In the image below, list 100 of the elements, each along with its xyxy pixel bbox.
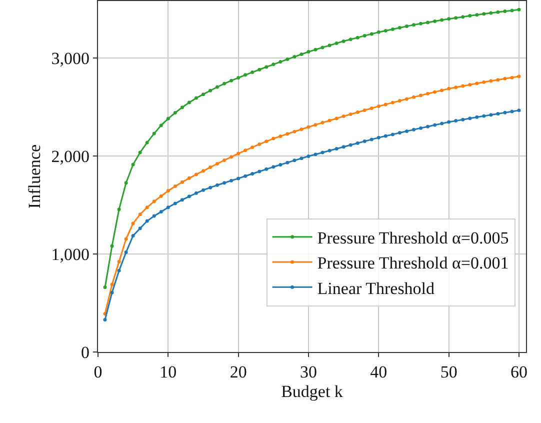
point [187, 100, 191, 104]
point [461, 15, 465, 19]
x-tick-label: 30 [300, 362, 317, 382]
point [306, 154, 310, 158]
point [292, 55, 296, 59]
point [356, 141, 360, 145]
point [187, 176, 191, 180]
point [300, 156, 304, 160]
point [236, 176, 240, 180]
y-tick-label: 0 [81, 342, 90, 362]
point [370, 32, 374, 36]
point [272, 165, 276, 169]
point [398, 99, 402, 103]
point [272, 136, 276, 140]
point [510, 110, 514, 114]
point [482, 12, 486, 16]
point [328, 118, 332, 122]
y-tick-label: 1,000 [51, 244, 90, 264]
point [173, 184, 177, 188]
x-tick-label: 50 [440, 362, 458, 382]
point [230, 78, 234, 82]
point [173, 202, 177, 206]
point [412, 95, 416, 99]
point [454, 16, 458, 20]
point [286, 160, 290, 164]
point [180, 198, 184, 202]
point [117, 268, 121, 272]
point [131, 234, 135, 238]
point [461, 118, 465, 122]
point [320, 150, 324, 154]
point [433, 19, 437, 23]
point [475, 13, 479, 17]
point [244, 73, 248, 77]
point [131, 222, 135, 226]
point [517, 74, 521, 78]
point [166, 116, 170, 120]
point [384, 28, 388, 32]
point [152, 200, 156, 204]
point [342, 114, 346, 118]
point [356, 110, 360, 114]
y-axis-title: Influence [24, 144, 44, 209]
point [390, 27, 394, 31]
point [334, 42, 338, 46]
point [222, 82, 226, 86]
point [208, 186, 212, 190]
point [334, 147, 338, 150]
point [208, 166, 212, 170]
point [194, 191, 198, 195]
point [496, 112, 500, 116]
point [517, 108, 521, 112]
point [398, 131, 402, 135]
y-tick-label: 2,000 [51, 146, 90, 166]
point [216, 183, 220, 187]
point [419, 126, 422, 130]
point [222, 181, 226, 185]
point [426, 92, 430, 96]
point [356, 36, 360, 40]
point [145, 219, 149, 223]
point [187, 194, 191, 198]
point [404, 24, 408, 28]
y-tick-label: 3,000 [51, 48, 90, 68]
point [376, 104, 380, 108]
point [362, 140, 366, 144]
point [517, 8, 521, 12]
point [440, 88, 444, 92]
x-tick-label: 10 [160, 362, 177, 382]
point [159, 194, 163, 198]
point [384, 134, 388, 138]
point [272, 62, 276, 66]
point [503, 10, 507, 14]
point [202, 169, 205, 173]
point [314, 48, 318, 52]
point [264, 140, 268, 144]
point [376, 30, 380, 34]
point [278, 134, 282, 138]
legend-label: Pressure Threshold α=0.005 [317, 228, 509, 248]
point [166, 206, 170, 210]
point [250, 172, 254, 176]
point [306, 50, 310, 54]
point [503, 110, 507, 114]
point [433, 90, 437, 94]
point [384, 102, 388, 106]
point [398, 26, 402, 30]
point [278, 60, 282, 64]
point [334, 116, 338, 120]
point [362, 34, 366, 38]
point [419, 94, 422, 98]
x-axis-title: Budget k [281, 382, 344, 401]
point [216, 85, 220, 89]
point [475, 82, 479, 86]
point [103, 318, 107, 322]
x-tick-label: 60 [510, 362, 528, 382]
point [320, 120, 324, 124]
point [447, 17, 451, 21]
point [342, 39, 346, 43]
point [348, 38, 352, 42]
point [426, 124, 430, 128]
point [376, 136, 380, 140]
point [110, 244, 114, 248]
point [117, 260, 121, 264]
